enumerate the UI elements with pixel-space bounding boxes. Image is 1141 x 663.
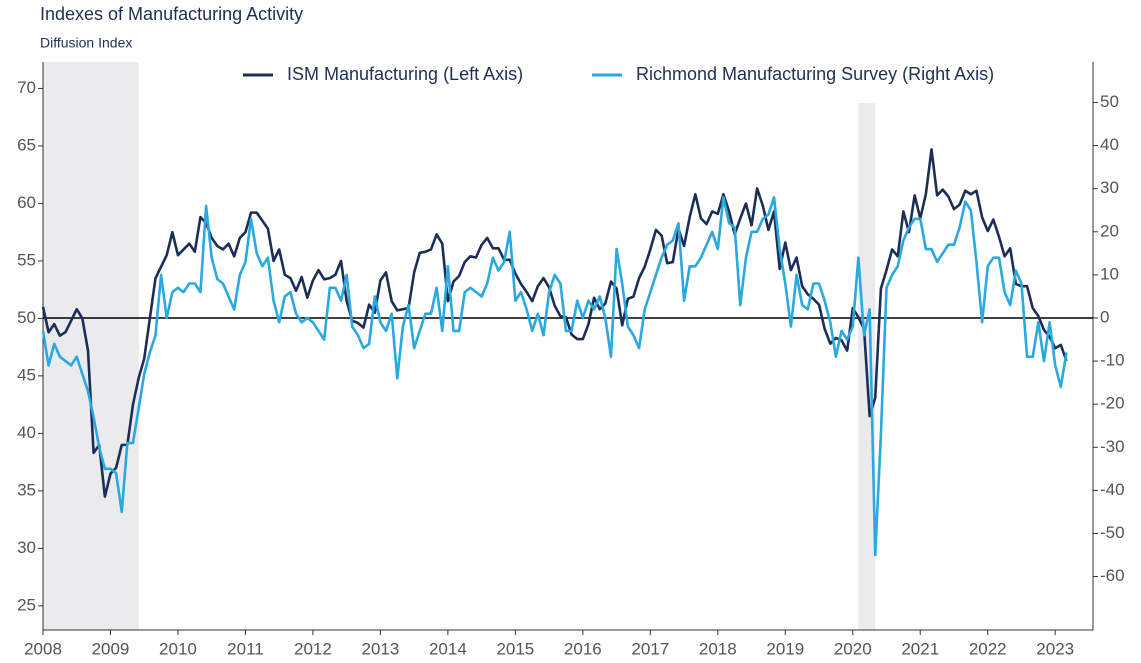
x-tick-label: 2021 xyxy=(901,639,939,658)
y-tick-label: 40 xyxy=(17,423,36,442)
legend-label: ISM Manufacturing (Left Axis) xyxy=(287,64,523,84)
y-tick-label: 50 xyxy=(17,308,36,327)
series-line xyxy=(41,148,1068,498)
y2-tick-label: 10 xyxy=(1100,264,1119,283)
y2-tick-label: -50 xyxy=(1100,523,1125,542)
y2-tick-label: 20 xyxy=(1100,221,1119,240)
y2-tick-label: -10 xyxy=(1100,351,1125,370)
x-tick-label: 2022 xyxy=(969,639,1007,658)
y-tick-label: 45 xyxy=(17,365,36,384)
y-tick-label: 60 xyxy=(17,193,36,212)
x-tick-label: 2009 xyxy=(92,639,130,658)
x-tick-label: 2014 xyxy=(429,639,467,658)
x-tick-label: 2017 xyxy=(631,639,669,658)
y-tick-label: 65 xyxy=(17,135,36,154)
y-tick-label: 55 xyxy=(17,250,36,269)
chart-subtitle: Diffusion Index xyxy=(40,35,132,51)
x-tick-label: 2020 xyxy=(834,639,872,658)
x-tick-label: 2008 xyxy=(24,639,62,658)
legend-label: Richmond Manufacturing Survey (Right Axi… xyxy=(636,64,994,84)
y2-tick-label: 30 xyxy=(1100,178,1119,197)
y2-tick-label: 40 xyxy=(1100,135,1119,154)
x-tick-label: 2013 xyxy=(361,639,399,658)
x-tick-label: 2019 xyxy=(766,639,804,658)
y-tick-label: 70 xyxy=(17,78,36,97)
x-tick-label: 2012 xyxy=(294,639,332,658)
y2-tick-label: -40 xyxy=(1100,480,1125,499)
x-tick-label: 2010 xyxy=(159,639,197,658)
y2-tick-label: 50 xyxy=(1100,92,1119,111)
y-tick-label: 35 xyxy=(17,480,36,499)
x-tick-label: 2023 xyxy=(1036,639,1074,658)
y2-tick-label: -60 xyxy=(1100,566,1125,585)
y-tick-label: 25 xyxy=(17,595,36,614)
y2-tick-label: -20 xyxy=(1100,394,1125,413)
x-tick-label: 2011 xyxy=(227,639,264,658)
x-tick-label: 2016 xyxy=(564,639,602,658)
x-tick-label: 2018 xyxy=(699,639,737,658)
y2-tick-label: 0 xyxy=(1100,307,1109,326)
recession-shade xyxy=(43,62,139,630)
y2-tick-label: -30 xyxy=(1100,437,1125,456)
y-tick-label: 30 xyxy=(17,538,36,557)
chart-title: Indexes of Manufacturing Activity xyxy=(40,4,303,24)
x-tick-label: 2015 xyxy=(496,639,534,658)
series-line xyxy=(41,196,1068,557)
